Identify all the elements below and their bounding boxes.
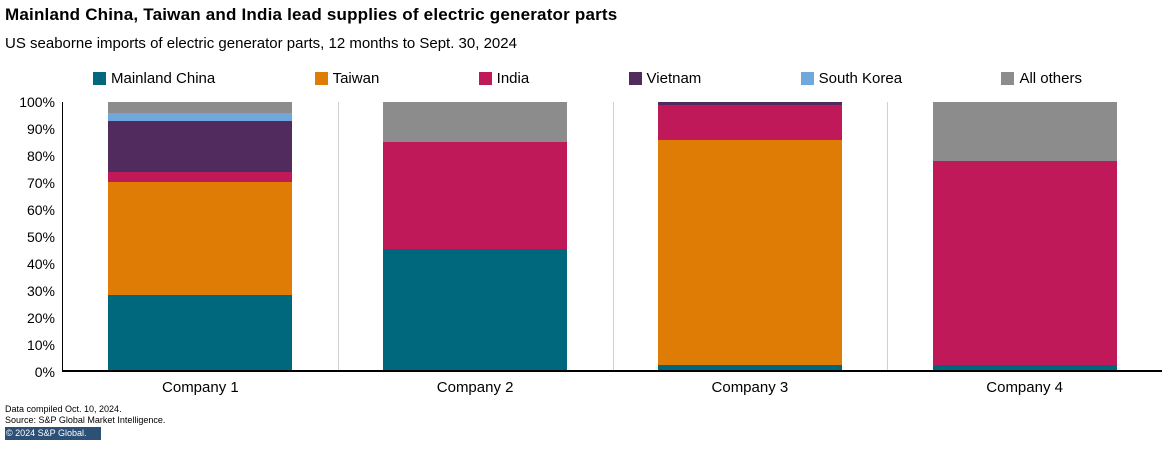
- y-tick-label-20-: 20%: [26, 310, 55, 326]
- category-separator: [337, 102, 339, 370]
- chart-subtitle: US seaborne imports of electric generato…: [5, 35, 517, 52]
- y-tick-label-30-: 30%: [26, 283, 55, 299]
- legend-label-india: India: [496, 70, 530, 87]
- segment-company-2-mainland-china: [383, 249, 568, 370]
- legend-swatch-mainland-china: [93, 72, 106, 85]
- bar-column-company-4: [887, 102, 1162, 370]
- y-tick-label-90-: 90%: [26, 121, 55, 137]
- footer-copyright: © 2024 S&P Global.: [5, 427, 101, 440]
- y-axis: 0% 10% 20% 30% 40% 50% 60% 70% 80% 90% 100%: [5, 94, 62, 380]
- legend-label-vietnam: Vietnam: [646, 70, 702, 87]
- legend-item-taiwan: Taiwan: [314, 70, 380, 87]
- segment-company-3-vietnam: [657, 102, 842, 105]
- segment-company-1-taiwan: [108, 182, 293, 295]
- segment-company-4-all-others: [932, 102, 1117, 161]
- segment-company-1-vietnam: [108, 120, 293, 172]
- bar-column-company-1: [63, 102, 338, 370]
- legend-item-mainland-china: Mainland China: [93, 70, 215, 87]
- x-label-company-4: Company 4: [986, 379, 1063, 396]
- y-tick-label-0-: 0%: [34, 364, 55, 380]
- legend-swatch-vietnam: [628, 72, 642, 85]
- legend-item-all-others: All others: [1001, 70, 1082, 87]
- y-tick-label-100-: 100%: [19, 94, 55, 110]
- plot-area: [62, 102, 1162, 372]
- segment-company-1-india: [108, 171, 293, 183]
- legend-swatch-india: [478, 72, 492, 85]
- legend-swatch-south-korea: [800, 72, 814, 85]
- y-tick-label-80-: 80%: [26, 148, 55, 164]
- y-tick-label-70-: 70%: [26, 175, 55, 191]
- legend-item-india: India: [478, 70, 530, 87]
- segment-company-3-taiwan: [657, 139, 842, 365]
- footer-compiled-date: Data compiled Oct. 10, 2024.: [5, 404, 122, 414]
- bar-column-company-3: [613, 102, 888, 370]
- segment-company-1-mainland-china: [108, 294, 293, 370]
- footer: Data compiled Oct. 10, 2024. Source: S&P…: [5, 404, 1162, 440]
- legend: Mainland China Taiwan India Vietnam South Ko…: [93, 70, 1082, 87]
- legend-item-south-korea: South Korea: [800, 70, 903, 87]
- legend-item-vietnam: Vietnam: [628, 70, 702, 87]
- stacked-bar-company-4: [932, 102, 1117, 370]
- stacked-bar-company-1: [108, 102, 293, 370]
- legend-label-south-korea: South Korea: [818, 70, 903, 87]
- stacked-bar-company-3: [657, 102, 842, 370]
- chart-area: 0% 10% 20% 30% 40% 50% 60% 70% 80% 90% 100%: [5, 94, 1162, 380]
- legend-label-taiwan: Taiwan: [332, 70, 380, 87]
- legend-swatch-all-others: [1001, 72, 1015, 85]
- bar-column-company-2: [338, 102, 613, 370]
- segment-company-4-mainland-china: [932, 364, 1117, 370]
- legend-label-all-others: All others: [1019, 70, 1082, 87]
- segment-company-2-india: [383, 142, 568, 250]
- footer-source: Source: S&P Global Market Intelligence.: [5, 415, 166, 425]
- x-label-company-1: Company 1: [162, 379, 239, 396]
- legend-swatch-taiwan: [314, 72, 328, 85]
- segment-company-3-mainland-china: [657, 364, 842, 370]
- x-label-company-2: Company 2: [436, 379, 514, 396]
- x-label-company-3: Company 3: [711, 379, 789, 396]
- y-tick-label-40-: 40%: [26, 256, 55, 272]
- y-tick-label-10-: 10%: [26, 337, 55, 353]
- segment-company-2-all-others: [383, 102, 568, 143]
- y-tick-label-60-: 60%: [26, 202, 55, 218]
- segment-company-1-south-korea: [108, 112, 293, 121]
- category-separator: [612, 102, 614, 370]
- legend-label-mainland-china: Mainland China: [111, 70, 216, 87]
- stacked-bar-company-2: [383, 102, 568, 370]
- segment-company-3-india: [657, 104, 842, 140]
- chart-title: Mainland China, Taiwan and India lead su…: [5, 5, 618, 24]
- segment-company-1-all-others: [108, 102, 293, 113]
- y-tick-label-50-: 50%: [26, 229, 55, 245]
- category-separator: [887, 102, 889, 370]
- x-axis-labels: Company 1 Company 2 Company 3 Company 4: [63, 372, 1162, 396]
- segment-company-4-india: [932, 160, 1117, 365]
